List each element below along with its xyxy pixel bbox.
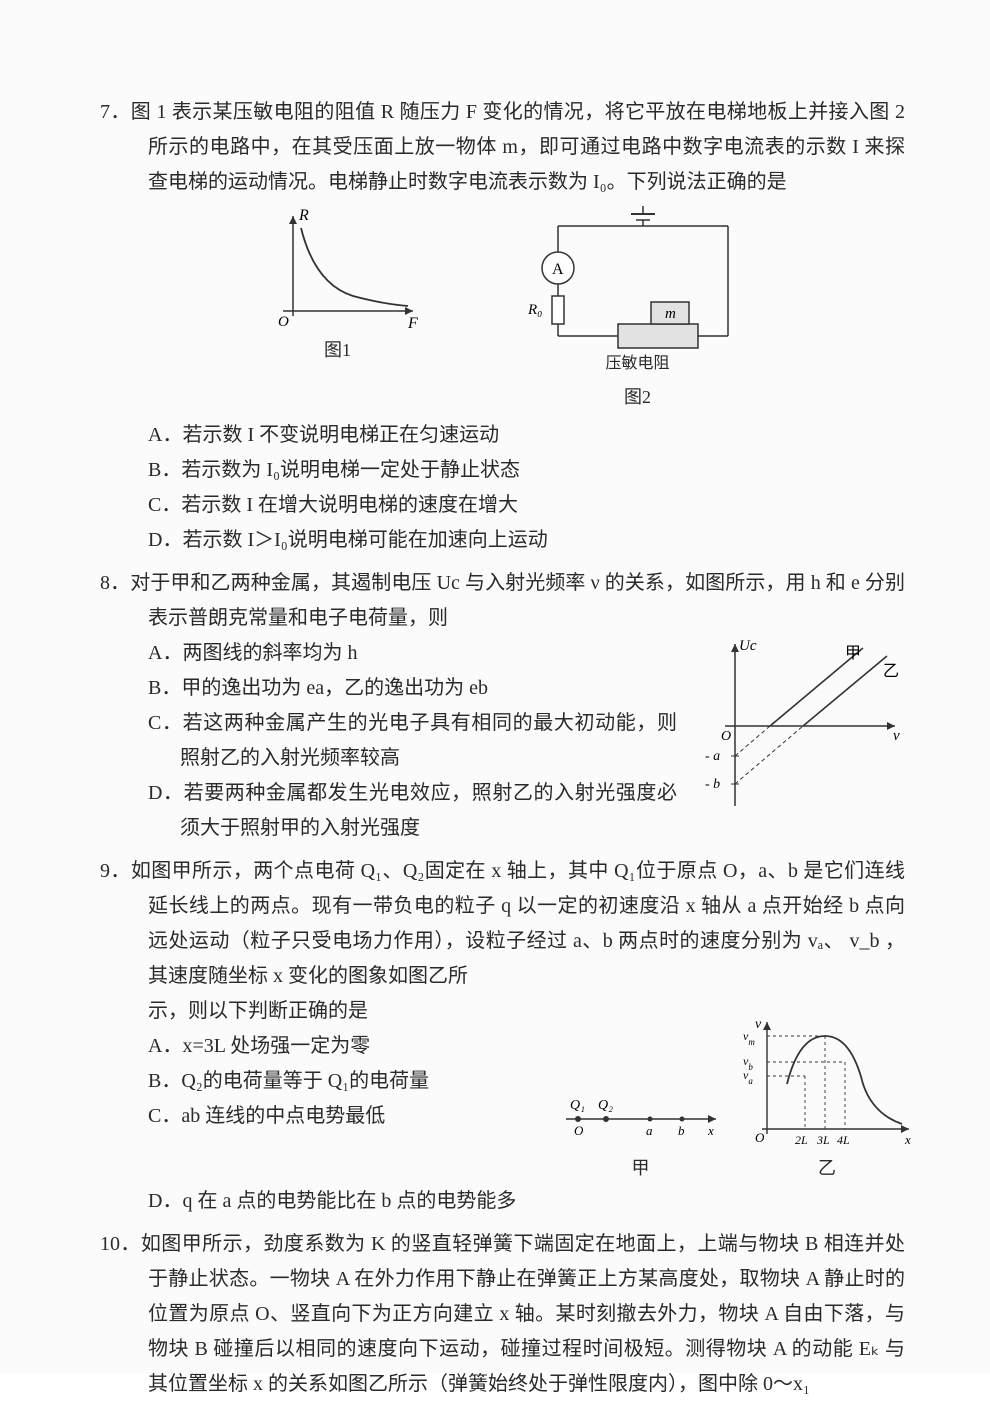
svg-text:2L: 2L [795, 1133, 808, 1147]
q9-stem: 9．如图甲所示，两个点电荷 Q₁、Q₂固定在 x 轴上，其中 Q₁位于原点 O，… [100, 854, 905, 994]
svg-text:Q₁: Q₁ [570, 1098, 585, 1113]
q9-number: 9． [100, 860, 131, 882]
svg-text:m: m [665, 306, 676, 322]
q8-opt-d: D．若要两种金属都发生光电效应，照射乙的入射光强度必须大于照射甲的入射光强度 [148, 776, 677, 846]
q9-opt-d: D．q 在 a 点的电势能比在 b 点的电势能多 [148, 1184, 905, 1219]
q9-fig-left: Q₁ Q₂ O a b x 甲 [558, 1079, 723, 1185]
q7-fig1-graph: R F O [253, 206, 423, 331]
q9-opt-b: B．Q₂的电荷量等于 Q₁的电荷量 [148, 1064, 540, 1099]
question-9: 9．如图甲所示，两个点电荷 Q₁、Q₂固定在 x 轴上，其中 Q₁位于原点 O，… [100, 854, 905, 1220]
q8-opt-b: B．甲的逸出功为 ea，乙的逸出功为 eb [148, 671, 677, 706]
q9-fig-left-cap: 甲 [632, 1153, 650, 1185]
svg-text:ν: ν [893, 728, 900, 744]
svg-text:O: O [721, 729, 731, 744]
q7-fig2-caption: 图2 [624, 382, 651, 414]
q8-figure: Uc ν O 甲 乙 - a - b [695, 636, 905, 816]
exam-page: 7．图 1 表示某压敏电阻的阻值 R 随压力 F 变化的情况，将它平放在电梯地板… [0, 0, 990, 1373]
svg-text:3L: 3L [816, 1133, 830, 1147]
question-10: 10．如图甲所示，劲度系数为 K 的竖直轻弹簧下端固定在地面上，上端与物块 B … [100, 1227, 905, 1402]
q9-fig-right-cap: 乙 [818, 1153, 836, 1185]
svg-text:乙: 乙 [883, 663, 899, 680]
question-7: 7．图 1 表示某压敏电阻的阻值 R 随压力 F 变化的情况，将它平放在电梯地板… [100, 95, 905, 558]
q9-opt-d-row: D．q 在 a 点的电势能比在 b 点的电势能多 [100, 1184, 905, 1219]
svg-text:- a: - a [705, 749, 720, 764]
q9-text-2: 示，则以下判断正确的是 [100, 994, 540, 1029]
svg-text:O: O [574, 1123, 584, 1138]
svg-text:- b: - b [705, 777, 720, 792]
q9-fig-乙: v x O vm vb [737, 1014, 917, 1149]
question-8: 8．对于甲和乙两种金属，其遏制电压 Uc 与入射光频率 ν 的关系，如图所示，用… [100, 566, 905, 846]
svg-text:a: a [646, 1123, 653, 1138]
svg-text:甲: 甲 [845, 645, 861, 662]
q9-opt-a: A．x=3L 处场强一定为零 [148, 1029, 540, 1064]
q9-opt-c: C．ab 连线的中点电势最低 [148, 1099, 540, 1134]
q7-opt-b: B．若示数为 I₀说明电梯一定处于静止状态 [148, 453, 905, 488]
q8-number: 8． [100, 572, 130, 594]
q7-fig1-caption: 图1 [324, 335, 351, 367]
svg-text:R: R [298, 207, 309, 224]
q7-fig1: R F O 图1 [253, 206, 423, 414]
q7-fig2-circuit: A R₀ m [523, 206, 753, 356]
q10-number: 10． [100, 1233, 141, 1255]
q7-number: 7． [100, 101, 131, 123]
q7-text: 图 1 表示某压敏电阻的阻值 R 随压力 F 变化的情况，将它平放在电梯地板上并… [131, 101, 905, 193]
q7-opt-a: A．若示数 I 不变说明电梯正在匀速运动 [148, 418, 905, 453]
q8-text: 对于甲和乙两种金属，其遏制电压 Uc 与入射光频率 ν 的关系，如图所示，用 h… [130, 572, 905, 629]
q7-figures: R F O 图1 [100, 206, 905, 414]
svg-text:R₀: R₀ [527, 302, 542, 318]
q7-opt-d: D．若示数 I＞I₀说明电梯可能在加速向上运动 [148, 523, 905, 558]
q9-text: 如图甲所示，两个点电荷 Q₁、Q₂固定在 x 轴上，其中 Q₁位于原点 O，a、… [131, 860, 905, 987]
svg-text:b: b [678, 1123, 685, 1138]
q8-opt-c: C．若这两种金属产生的光电子具有相同的最大初动能，则照射乙的入射光频率较高 [148, 706, 677, 776]
q7-fig2-sensor-label: 压敏电阻 [605, 350, 669, 378]
q9-fig-right: v x O vm vb [737, 1014, 917, 1185]
q10-stem: 10．如图甲所示，劲度系数为 K 的竖直轻弹簧下端固定在地面上，上端与物块 B … [100, 1227, 905, 1402]
svg-text:O: O [278, 314, 289, 330]
q8-options: A．两图线的斜率均为 h B．甲的逸出功为 ea，乙的逸出功为 eb C．若这两… [100, 636, 677, 846]
q10-text: 如图甲所示，劲度系数为 K 的竖直轻弹簧下端固定在地面上，上端与物块 B 相连并… [141, 1233, 905, 1395]
q7-fig2: A R₀ m 压敏电阻 图2 [523, 206, 753, 414]
svg-text:Uc: Uc [739, 638, 757, 654]
q7-stem: 7．图 1 表示某压敏电阻的阻值 R 随压力 F 变化的情况，将它平放在电梯地板… [100, 95, 905, 200]
svg-text:F: F [407, 315, 418, 331]
svg-text:x: x [904, 1132, 911, 1147]
q7-options: A．若示数 I 不变说明电梯正在匀速运动 B．若示数为 I₀说明电梯一定处于静止… [100, 418, 905, 558]
svg-text:A: A [552, 261, 564, 278]
svg-text:x: x [707, 1123, 714, 1138]
q9-fig-甲: Q₁ Q₂ O a b x [558, 1079, 723, 1149]
q8-graph: Uc ν O 甲 乙 - a - b [695, 636, 905, 816]
q8-opt-a: A．两图线的斜率均为 h [148, 636, 677, 671]
q9-options: A．x=3L 处场强一定为零 B．Q₂的电荷量等于 Q₁的电荷量 C．ab 连线… [100, 1029, 540, 1134]
svg-text:v: v [755, 1017, 762, 1032]
q8-stem: 8．对于甲和乙两种金属，其遏制电压 Uc 与入射光频率 ν 的关系，如图所示，用… [100, 566, 905, 636]
q7-opt-c: C．若示数 I 在增大说明电梯的速度在增大 [148, 488, 905, 523]
svg-text:O: O [755, 1130, 765, 1145]
svg-text:4L: 4L [837, 1133, 850, 1147]
svg-text:Q₂: Q₂ [598, 1098, 613, 1113]
svg-text:vm: vm [743, 1029, 755, 1047]
